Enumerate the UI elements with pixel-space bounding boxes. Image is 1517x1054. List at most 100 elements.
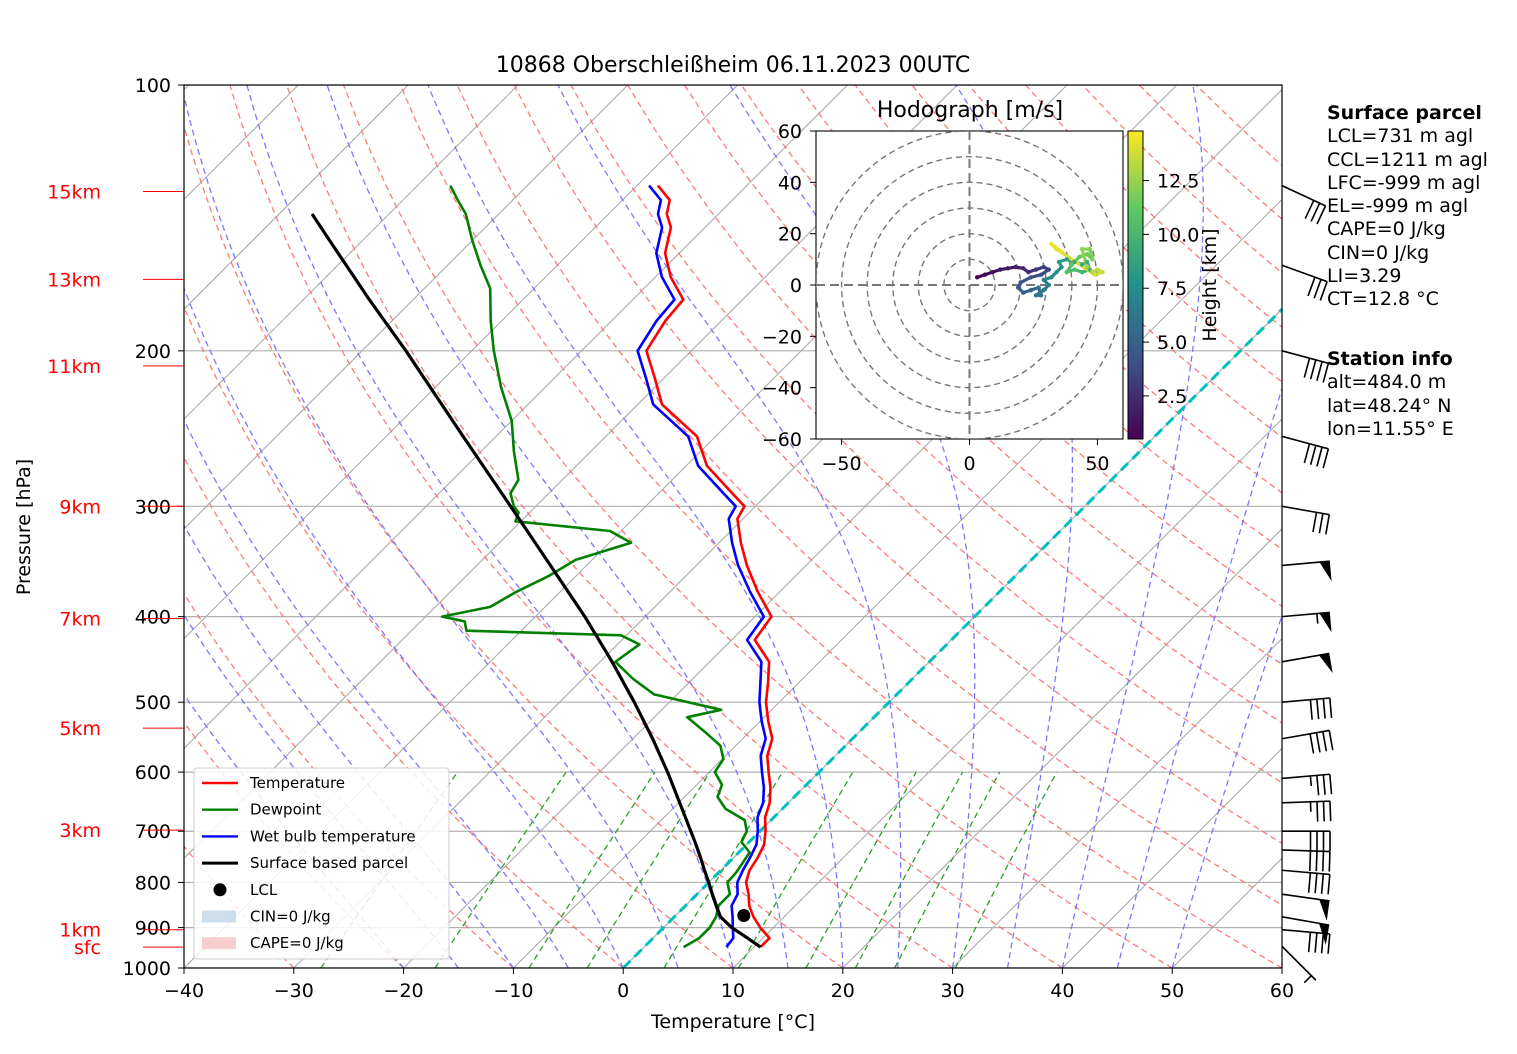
hodograph-point	[1021, 290, 1026, 295]
wind-barb-full	[1309, 699, 1313, 720]
hodograph-point	[1033, 267, 1039, 272]
mixing-ratio-line	[663, 771, 784, 968]
surface-parcel-line: LI=3.29	[1327, 265, 1402, 288]
moist-adiabat	[729, 85, 976, 968]
hodograph-point	[1018, 280, 1023, 285]
wind-barb-full	[1316, 361, 1323, 382]
wind-barb-flag	[1319, 653, 1333, 674]
wind-barb-full	[1307, 872, 1312, 893]
hodograph-y-tick-label: −20	[762, 326, 802, 348]
mixing-ratio-line	[528, 771, 656, 968]
wind-barb-full	[1314, 873, 1318, 894]
y-tick-label: 900	[135, 918, 171, 940]
surface-parcel-title: Surface parcel	[1327, 102, 1482, 124]
surface-parcel-line: LCL=731 m agl	[1327, 125, 1474, 148]
surface-parcel-line: CIN=0 J/kg	[1327, 241, 1430, 264]
wind-barb-full	[1316, 205, 1327, 225]
station-info-title: Station info	[1327, 348, 1453, 370]
hodograph-y-tick-label: 40	[778, 172, 802, 194]
wind-barb-full	[1314, 932, 1318, 953]
wind-barb-full	[1329, 801, 1332, 822]
x-tick-label: 40	[1050, 980, 1074, 1002]
legend-entry: LCL	[250, 881, 278, 899]
wind-barb-shaft	[1281, 916, 1330, 926]
wind-barb-full	[1328, 730, 1334, 751]
wind-barb-full	[1322, 774, 1326, 795]
wind-barb-shaft	[1281, 729, 1330, 740]
hodograph-y-tick-label: 20	[778, 224, 802, 246]
legend-entry: Dewpoint	[250, 801, 321, 819]
y-tick-label: 800	[135, 872, 171, 894]
hodograph-point	[1041, 264, 1046, 270]
wind-barb-full	[1319, 281, 1328, 301]
hodograph-point	[1015, 285, 1021, 290]
hodograph-point	[1046, 282, 1052, 288]
legend-entry: CIN=0 J/kg	[250, 908, 331, 926]
dry-adiabat	[342, 85, 1173, 968]
wind-barb-full	[1303, 443, 1311, 464]
hodograph-point	[1095, 267, 1100, 272]
y-axis-label: Pressure [hPa]	[13, 459, 35, 595]
hodograph-point	[1077, 254, 1082, 259]
height-label: 7km	[59, 609, 101, 631]
isotherm-line	[184, 85, 409, 310]
wind-barb-full	[1327, 933, 1331, 954]
wind-barb-half	[1316, 613, 1319, 624]
station-info-line: alt=484.0 m	[1327, 371, 1447, 394]
hodograph-point	[1064, 257, 1069, 262]
isotherm-line	[184, 85, 848, 750]
wind-barb-full	[1309, 359, 1317, 380]
isotherm-line	[513, 198, 1282, 968]
hodograph-point	[1087, 246, 1092, 252]
wind-barb-full	[1322, 731, 1328, 752]
wind-barb-full	[1303, 357, 1311, 378]
wind-barb-full	[1316, 446, 1323, 467]
wind-barb-full	[1321, 851, 1325, 872]
legend: Temperature Dewpoint Wet bulb temperature S…	[193, 767, 450, 960]
isotherm-line	[184, 85, 629, 530]
wind-barb	[1281, 184, 1327, 225]
wind-barb	[1281, 652, 1333, 674]
colorbar-tick-label: 2.5	[1157, 386, 1187, 408]
wind-barb-full	[1307, 932, 1312, 953]
wind-barb-full	[1327, 874, 1331, 895]
hodograph-point	[1028, 275, 1034, 280]
zero-isotherm	[622, 307, 1282, 968]
wind-barb-full	[1307, 276, 1316, 297]
wind-barb-shaft	[1281, 350, 1329, 365]
colorbar	[1127, 130, 1144, 440]
dry-adiabat	[184, 455, 624, 968]
hodograph-x-tick-label: −50	[822, 453, 862, 475]
height-label: 15km	[47, 181, 101, 203]
mixing-ratio-line	[738, 771, 854, 968]
wet-bulb-temperature-line	[636, 184, 768, 948]
wind-barb-shaft	[1281, 773, 1330, 780]
y-tick-label: 1000	[123, 958, 171, 980]
moist-adiabat	[557, 85, 902, 968]
wind-barb	[1281, 928, 1331, 954]
hodograph-point	[1090, 257, 1095, 262]
moist-adiabat	[184, 524, 514, 968]
legend-entry: Wet bulb temperature	[250, 827, 416, 845]
wind-barb	[1281, 773, 1333, 796]
wind-barb-full	[1313, 279, 1322, 299]
mixing-ratio-line	[434, 771, 567, 968]
wind-barb-shaft	[1281, 800, 1330, 804]
hodograph-point	[1056, 259, 1062, 265]
wind-barb-full	[1325, 514, 1331, 535]
wind-barb-shaft	[1281, 505, 1330, 516]
wind-barb-full	[1329, 774, 1333, 795]
hodograph-point	[1028, 287, 1034, 293]
hodograph-y-tick-label: 60	[778, 121, 802, 143]
hodograph-x-tick-label: 50	[1085, 453, 1109, 475]
hodograph-point	[1084, 259, 1090, 265]
hodograph-point	[1059, 264, 1064, 270]
y-tick-label: 600	[135, 762, 171, 784]
x-tick-label: 0	[617, 980, 629, 1002]
wind-barb-full	[1315, 851, 1318, 872]
chart-title: 10868 Oberschleißheim 06.11.2023 00UTC	[496, 53, 971, 78]
hodograph-point	[1026, 269, 1031, 275]
surface-parcel-line: CT=12.8 °C	[1327, 288, 1439, 311]
surface-based-parcel-line	[310, 213, 762, 949]
colorbar-tick-label: 7.5	[1157, 278, 1187, 300]
